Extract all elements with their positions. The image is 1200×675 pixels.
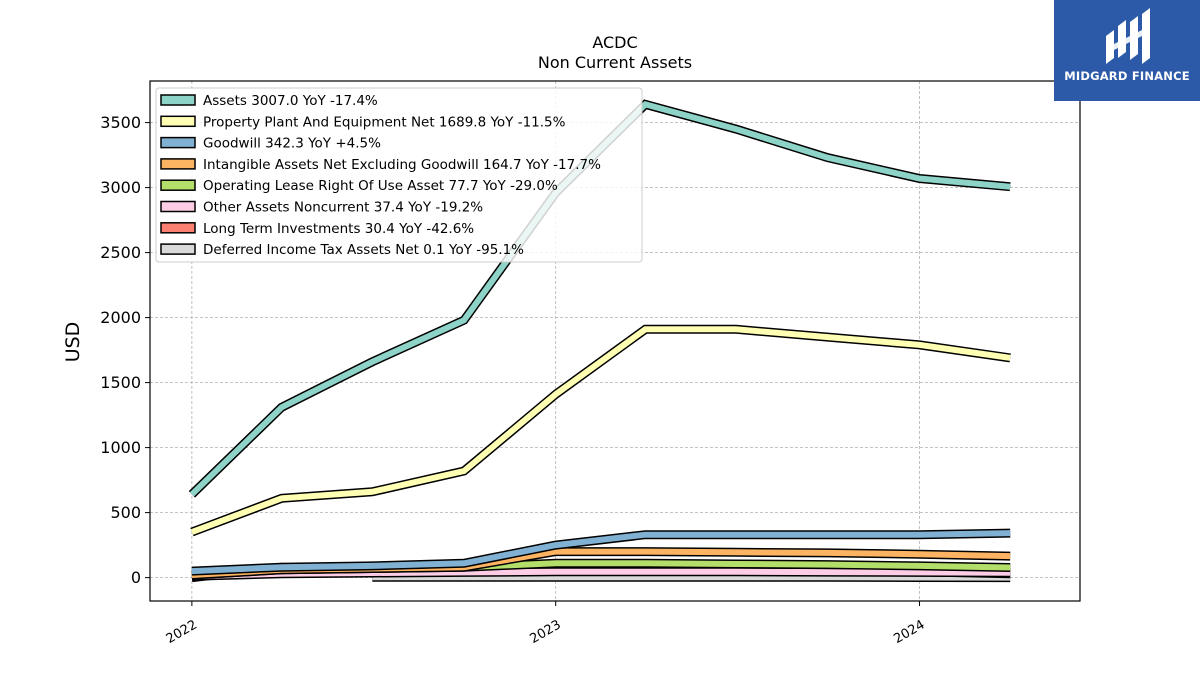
legend-swatch (160, 158, 196, 170)
x-tick-label: 2022 (164, 617, 200, 647)
y-tick-label: 1000 (100, 438, 141, 457)
y-tick-label: 0 (131, 568, 141, 587)
legend-label: Other Assets Noncurrent 37.4 YoY -19.2% (203, 200, 483, 216)
legend-swatch (160, 200, 196, 213)
y-tick-label: 2000 (100, 308, 141, 327)
legend-swatch (160, 222, 196, 234)
chart-title: ACDC (592, 33, 637, 52)
legend-swatch (160, 94, 196, 106)
legend-label: Operating Lease Right Of Use Asset 77.7 … (203, 178, 558, 194)
series-goodwill (191, 528, 1011, 576)
brand-logo: MIDGARD FINANCE (1054, 0, 1200, 101)
legend-item: Property Plant And Equipment Net 1689.8 … (160, 114, 566, 130)
logo-mark-icon (1106, 8, 1150, 64)
y-tick-label: 3500 (100, 113, 141, 132)
series-line (191, 530, 1011, 575)
legend-box (155, 87, 643, 263)
y-tick-label: 3000 (100, 178, 141, 197)
legend-item: Assets 3007.0 YoY -17.4% (160, 93, 378, 109)
y-tick-label: 2500 (100, 243, 141, 262)
legend-item: Other Assets Noncurrent 37.4 YoY -19.2% (160, 200, 483, 216)
series-line (190, 326, 1011, 535)
legend-label: Property Plant And Equipment Net 1689.8 … (203, 114, 566, 130)
legend-label: Goodwill 342.3 YoY +4.5% (203, 136, 381, 152)
y-axis: 0 500 1000 1500 2000 2500 3000 3500 (100, 113, 150, 587)
chart-subtitle: Non Current Assets (538, 53, 692, 72)
legend: Assets 3007.0 YoY -17.4% Property Plant A… (155, 87, 643, 263)
legend-item: Operating Lease Right Of Use Asset 77.7 … (160, 178, 558, 194)
x-tick-label: 2023 (528, 617, 564, 647)
x-axis: 2022 2023 2024 (164, 601, 928, 647)
y-tick-label: 1500 (100, 373, 141, 392)
legend-item: Goodwill 342.3 YoY +4.5% (160, 136, 381, 152)
legend-item: Long Term Investments 30.4 YoY -42.6% (160, 221, 474, 237)
legend-label: Long Term Investments 30.4 YoY -42.6% (203, 221, 474, 237)
legend-swatch (160, 243, 196, 255)
y-tick-label: 500 (110, 503, 141, 522)
series-property-plant-and-equipment-net (190, 324, 1011, 537)
legend-swatch (160, 115, 196, 128)
legend-item: Deferred Income Tax Assets Net 0.1 YoY -… (160, 242, 524, 258)
legend-swatch (160, 136, 196, 149)
plot-frame (149, 80, 1081, 602)
legend-item: Intangible Assets Net Excluding Goodwill… (160, 157, 601, 173)
legend-label: Deferred Income Tax Assets Net 0.1 YoY -… (203, 242, 524, 258)
legend-label: Assets 3007.0 YoY -17.4% (203, 93, 378, 109)
logo-text: MIDGARD FINANCE (1064, 69, 1190, 83)
y-axis-label: USD (62, 322, 84, 363)
legend-swatch (160, 179, 196, 191)
x-tick-label: 2024 (891, 617, 927, 647)
legend-label: Intangible Assets Net Excluding Goodwill… (203, 157, 601, 173)
